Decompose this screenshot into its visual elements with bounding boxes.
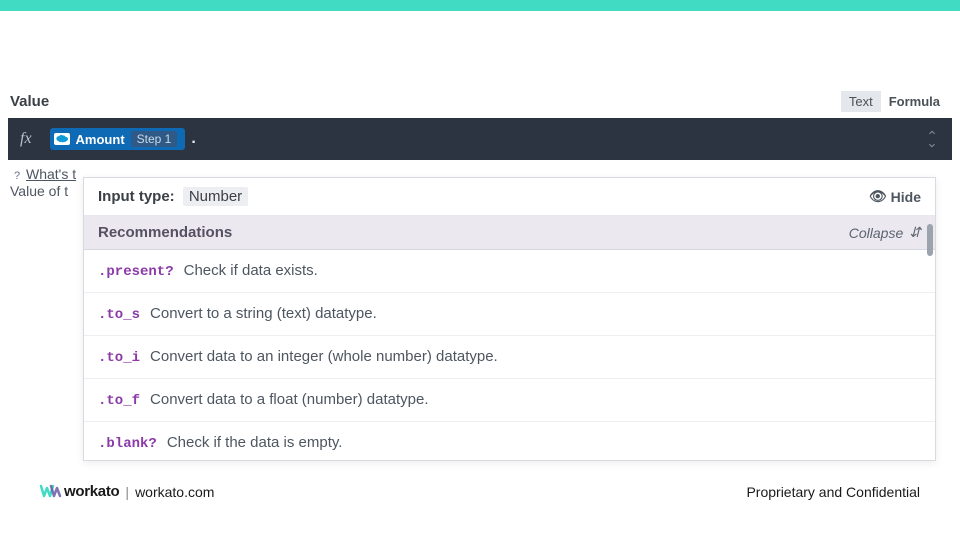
expand-handle-icon[interactable]: ⌃⌃ [926, 133, 938, 145]
rec-desc: Check if data exists. [184, 262, 318, 279]
scrollbar-thumb[interactable] [927, 224, 933, 256]
input-type-value: Number [183, 187, 248, 206]
salesforce-cloud-icon [54, 133, 70, 145]
recommendations-list: .present? Check if data exists. .to_s Co… [84, 250, 935, 460]
eye-off-icon: 👁 [869, 188, 887, 205]
footer: workato | workato.com Proprietary and Co… [40, 483, 920, 500]
rec-item[interactable]: .to_s Convert to a string (text) datatyp… [84, 293, 935, 336]
hide-button[interactable]: 👁 Hide [869, 188, 921, 205]
fx-icon: fx [20, 130, 32, 148]
rec-method: .to_i [98, 350, 140, 366]
logo-wrap: workato | workato.com [40, 483, 214, 500]
footer-right: Proprietary and Confidential [746, 484, 920, 500]
rec-method: .blank? [98, 436, 157, 452]
workato-logo-icon [40, 484, 62, 500]
formula-input-bar[interactable]: fx Amount Step 1 . ⌃⌃ [8, 118, 952, 160]
panel-head: Input type: Number 👁 Hide [84, 178, 935, 216]
help-description: Value of t [10, 183, 68, 199]
logo-url: workato.com [135, 484, 214, 500]
formula-dot: . [191, 130, 195, 148]
rec-method: .to_f [98, 393, 140, 409]
rec-method: .to_s [98, 307, 140, 323]
rec-item[interactable]: .to_i Convert data to an integer (whole … [84, 336, 935, 379]
field-header: Value Text Formula [8, 85, 952, 118]
hide-label: Hide [891, 189, 921, 205]
rec-desc: Convert data to an integer (whole number… [150, 348, 498, 365]
input-type-row: Input type: Number [98, 188, 248, 205]
recommendations-title: Recommendations [98, 224, 232, 241]
logo-separator: | [125, 484, 129, 500]
rec-desc: Convert to a string (text) datatype. [150, 305, 377, 322]
rec-desc: Convert data to a float (number) datatyp… [150, 391, 429, 408]
input-type-label: Input type: [98, 188, 175, 205]
rec-item[interactable]: .to_f Convert data to a float (number) d… [84, 379, 935, 422]
formula-dropdown-panel: Input type: Number 👁 Hide Recommendation… [83, 177, 936, 461]
logo-text: workato [64, 483, 119, 500]
mode-text-button[interactable]: Text [841, 91, 881, 112]
mode-toggle: Text Formula [841, 91, 948, 112]
collapse-button[interactable]: Collapse ⇵ [849, 224, 921, 241]
help-icon: ? [10, 169, 24, 183]
rec-item[interactable]: .blank? Check if the data is empty. [84, 422, 935, 460]
help-link[interactable]: What's t [26, 166, 76, 182]
rec-desc: Check if the data is empty. [167, 434, 343, 451]
rec-method: .present? [98, 264, 174, 280]
pill-step: Step 1 [131, 131, 178, 147]
data-pill[interactable]: Amount Step 1 [50, 128, 186, 150]
rec-item[interactable]: .present? Check if data exists. [84, 250, 935, 293]
pill-label: Amount [76, 132, 125, 147]
collapse-icon: ⇵ [909, 224, 921, 241]
field-label: Value [10, 93, 49, 110]
recommendations-header: Recommendations Collapse ⇵ [84, 216, 935, 250]
mode-formula-button[interactable]: Formula [881, 91, 948, 112]
top-accent-bar [0, 0, 960, 11]
collapse-label: Collapse [849, 225, 903, 241]
